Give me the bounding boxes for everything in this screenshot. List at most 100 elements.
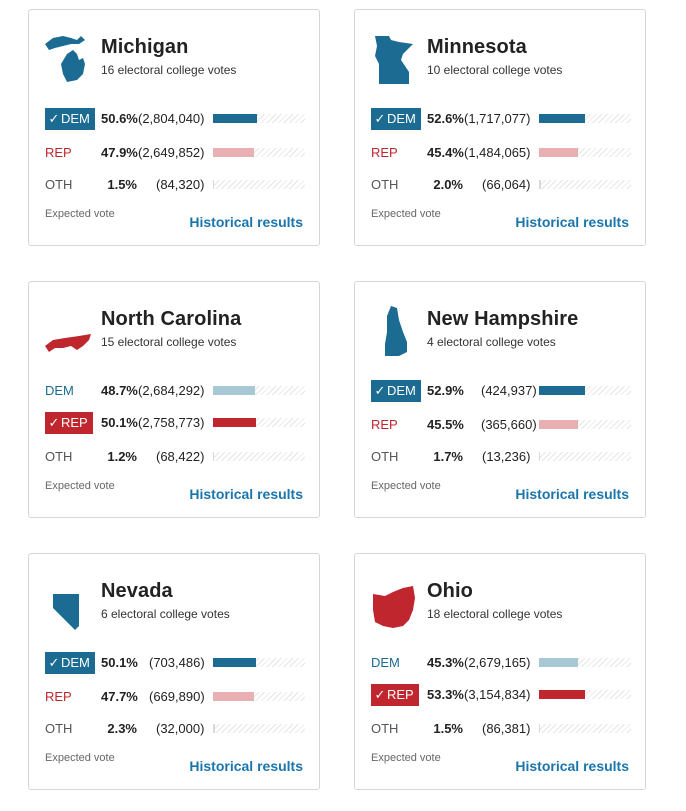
vote-bar (213, 658, 305, 667)
vote-bar (539, 452, 631, 461)
minnesota-map-icon (375, 36, 413, 84)
historical-results-link[interactable]: Historical results (515, 486, 629, 502)
state-name: Minnesota (427, 36, 527, 58)
party-label: REP (387, 687, 414, 702)
vote-bar-fill (539, 452, 541, 461)
vote-percent: 2.3% (107, 721, 137, 736)
vote-percent: 50.1% (101, 655, 138, 670)
michigan-map-icon (45, 36, 85, 82)
expected-vote-label: Expected vote (371, 208, 441, 220)
electoral-votes: 10 electoral college votes (427, 63, 563, 77)
result-row-dem: ✓ DEM 50.6% (2,804,040) (45, 108, 307, 130)
vote-bar-fill (213, 418, 257, 427)
result-row-dem: ✓ DEM 50.1% (703,486) (45, 652, 307, 674)
state-card-north-carolina: North Carolina 15 electoral college vote… (28, 281, 320, 518)
vote-bar (213, 418, 305, 427)
vote-bar-fill (539, 180, 541, 189)
ohio-map-icon (373, 586, 415, 628)
vote-percent: 53.3% (427, 687, 464, 702)
vote-bar-fill (213, 692, 255, 701)
vote-count: (84,320) (156, 177, 205, 192)
vote-count: (86,381) (482, 721, 531, 736)
electoral-votes: 16 electoral college votes (101, 63, 237, 77)
result-row-dem: ✓ DEM 52.9% (424,937) (371, 380, 633, 402)
historical-results-link[interactable]: Historical results (189, 486, 303, 502)
check-icon: ✓ (374, 383, 386, 398)
state-name: North Carolina (101, 308, 242, 330)
party-label: DEM (61, 655, 90, 670)
vote-bar (213, 114, 305, 123)
vote-bar (539, 148, 631, 157)
state-name: Michigan (101, 36, 189, 58)
expected-vote-label: Expected vote (45, 752, 115, 764)
state-card-michigan: Michigan 16 electoral college votes ✓ DEM… (28, 9, 320, 246)
vote-count: (2,649,852) (138, 145, 205, 160)
historical-results-link[interactable]: Historical results (189, 214, 303, 230)
state-name: New Hampshire (427, 308, 579, 330)
vote-bar-fill (213, 148, 255, 157)
vote-bar (539, 658, 631, 667)
vote-percent: 45.3% (427, 655, 464, 670)
vote-count: (66,064) (482, 177, 531, 192)
nevada-map-icon (53, 594, 79, 630)
state-name: Ohio (427, 580, 473, 602)
vote-percent: 1.7% (433, 449, 463, 464)
winner-badge-dem: ✓ DEM (45, 652, 95, 674)
historical-results-link[interactable]: Historical results (515, 214, 629, 230)
vote-count: (424,937) (481, 383, 537, 398)
electoral-votes: 4 electoral college votes (427, 335, 556, 349)
result-row-oth: OTH 1.7% (13,236) (371, 446, 633, 468)
expected-vote-label: Expected vote (371, 752, 441, 764)
result-row-dem: DEM 45.3% (2,679,165) (371, 652, 633, 674)
electoral-votes: 15 electoral college votes (101, 335, 237, 349)
party-label: OTH (45, 721, 73, 736)
vote-bar (539, 420, 631, 429)
historical-results-link[interactable]: Historical results (189, 758, 303, 774)
vote-bar-fill (213, 180, 215, 189)
result-row-oth: OTH 1.5% (86,381) (371, 718, 633, 740)
north-carolina-map-icon (45, 334, 91, 352)
vote-count: (703,486) (149, 655, 205, 670)
state-card-minnesota: Minnesota 10 electoral college votes ✓ DE… (354, 9, 646, 246)
vote-percent: 52.9% (427, 383, 464, 398)
result-row-dem: DEM 48.7% (2,684,292) (45, 380, 307, 402)
vote-percent: 50.1% (101, 415, 138, 430)
vote-bar (539, 180, 631, 189)
electoral-votes: 18 electoral college votes (427, 607, 563, 621)
new-hampshire-map-icon (385, 306, 407, 356)
result-row-rep: ✓ REP 53.3% (3,154,834) (371, 684, 633, 706)
vote-bar (213, 692, 305, 701)
state-card-new-hampshire: New Hampshire 4 electoral college votes … (354, 281, 646, 518)
winner-badge-dem: ✓ DEM (371, 380, 421, 402)
party-label: DEM (45, 383, 74, 398)
vote-bar (539, 386, 631, 395)
result-row-rep: REP 45.5% (365,660) (371, 414, 633, 436)
party-label: OTH (371, 177, 399, 192)
party-label: OTH (45, 449, 73, 464)
vote-percent: 45.4% (427, 145, 464, 160)
vote-bar (539, 114, 631, 123)
vote-bar-fill (539, 690, 586, 699)
result-row-rep: ✓ REP 50.1% (2,758,773) (45, 412, 307, 434)
result-row-oth: OTH 2.3% (32,000) (45, 718, 307, 740)
result-row-dem: ✓ DEM 52.6% (1,717,077) (371, 108, 633, 130)
historical-results-link[interactable]: Historical results (515, 758, 629, 774)
result-row-rep: REP 47.9% (2,649,852) (45, 142, 307, 164)
vote-percent: 2.0% (433, 177, 463, 192)
party-label: DEM (61, 111, 90, 126)
vote-count: (1,717,077) (464, 111, 531, 126)
vote-bar-fill (539, 386, 585, 395)
vote-bar-fill (539, 724, 541, 733)
party-label: OTH (371, 449, 399, 464)
vote-count: (68,422) (156, 449, 205, 464)
party-label: DEM (371, 655, 400, 670)
party-label: DEM (387, 111, 416, 126)
vote-bar-fill (213, 452, 215, 461)
vote-count: (669,890) (149, 689, 205, 704)
vote-percent: 47.7% (101, 689, 138, 704)
vote-count: (2,758,773) (138, 415, 205, 430)
vote-bar (213, 724, 305, 733)
vote-percent: 1.2% (107, 449, 137, 464)
vote-bar-fill (213, 724, 215, 733)
vote-count: (2,679,165) (464, 655, 531, 670)
